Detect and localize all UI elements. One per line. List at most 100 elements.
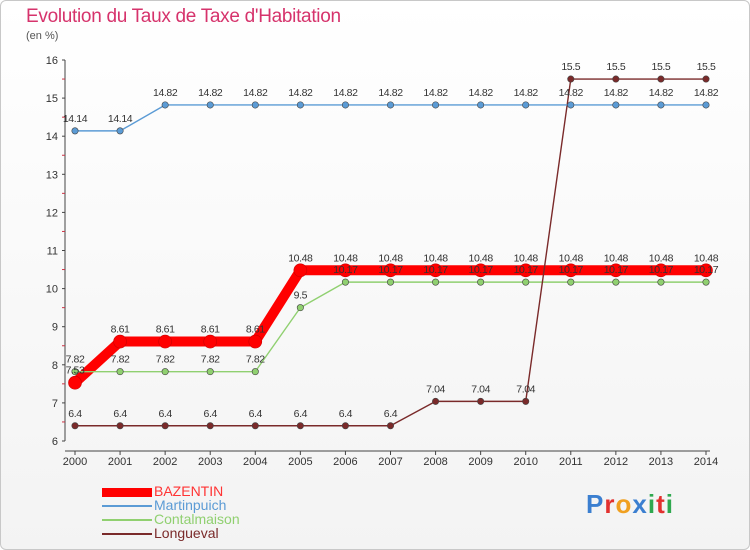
data-point xyxy=(522,101,530,109)
data-point xyxy=(612,75,620,83)
data-label: 8.61 xyxy=(111,324,130,336)
data-label: 6.4 xyxy=(68,408,82,420)
data-point xyxy=(432,101,440,109)
data-point xyxy=(567,75,575,83)
x-tick-label: 2004 xyxy=(243,456,267,468)
data-point xyxy=(702,101,710,109)
logo-letter: i xyxy=(647,489,657,519)
data-point xyxy=(338,263,353,278)
data-point xyxy=(341,278,349,286)
y-tick-label: 9 xyxy=(52,322,58,334)
x-tick-label: 2010 xyxy=(513,456,537,468)
data-label: 10.48 xyxy=(604,252,629,264)
data-point xyxy=(702,278,710,286)
data-point xyxy=(116,422,124,430)
data-point xyxy=(477,101,485,109)
data-label: 10.17 xyxy=(333,264,358,276)
data-point xyxy=(699,263,713,278)
y-tick-label: 10 xyxy=(46,284,58,296)
data-label: 8.61 xyxy=(156,324,175,336)
y-tick-label: 11 xyxy=(47,246,58,258)
y-tick-label: 7 xyxy=(52,398,58,410)
data-label: 10.17 xyxy=(378,264,403,276)
data-label: 10.17 xyxy=(469,264,494,276)
series-line-martinpuich xyxy=(74,104,707,132)
y-tick-label: 6 xyxy=(52,436,58,448)
data-point xyxy=(248,334,263,349)
data-label: 14.14 xyxy=(63,113,88,125)
x-tick-label: 2002 xyxy=(153,456,177,468)
data-label: 6.4 xyxy=(249,408,263,420)
data-label: 14.82 xyxy=(514,87,539,99)
data-point xyxy=(251,368,259,376)
legend-swatch xyxy=(102,519,152,521)
data-point xyxy=(71,127,79,135)
data-point xyxy=(206,422,214,430)
data-point xyxy=(386,422,394,430)
logo-letter: o xyxy=(615,489,633,519)
data-point xyxy=(657,101,665,109)
data-label: 8.61 xyxy=(201,324,220,336)
legend-label: BAZENTIN xyxy=(154,483,224,499)
data-point xyxy=(386,101,394,109)
data-label: 14.82 xyxy=(694,87,719,99)
y-tick-label: 15 xyxy=(46,93,58,105)
data-point xyxy=(702,75,710,83)
data-label: 10.48 xyxy=(469,252,494,264)
data-label: 10.17 xyxy=(423,264,448,276)
proxiti-logo: Proxiti xyxy=(586,489,674,520)
data-point xyxy=(116,127,124,135)
x-tick-label: 2003 xyxy=(198,456,222,468)
data-point xyxy=(251,422,259,430)
data-point xyxy=(341,101,349,109)
x-tick-label: 2014 xyxy=(694,456,718,468)
y-tick-label: 13 xyxy=(46,169,58,181)
data-label: 10.48 xyxy=(559,252,584,264)
data-label: 15.5 xyxy=(606,61,625,73)
x-tick-label: 2012 xyxy=(604,456,628,468)
data-point xyxy=(563,263,578,278)
data-point xyxy=(203,334,218,349)
data-point xyxy=(654,263,668,278)
data-point xyxy=(657,75,665,83)
data-point xyxy=(341,422,349,430)
data-label: 10.17 xyxy=(649,264,674,276)
data-point xyxy=(609,263,623,278)
x-tick-label: 2006 xyxy=(333,456,357,468)
logo-letter: t xyxy=(656,489,666,519)
x-tick-label: 2007 xyxy=(378,456,402,468)
chart-title: Evolution du Taux de Taxe d'Habitation xyxy=(26,6,341,27)
data-point xyxy=(428,263,443,278)
x-tick-label: 2001 xyxy=(108,456,132,468)
legend-label: Contalmaison xyxy=(154,511,240,527)
data-label: 7.53 xyxy=(66,365,85,377)
data-label: 15.5 xyxy=(697,61,716,73)
data-point xyxy=(161,422,169,430)
data-point xyxy=(158,334,172,349)
data-label: 14.14 xyxy=(108,113,133,125)
data-label: 6.4 xyxy=(113,408,127,420)
data-point xyxy=(206,368,214,376)
legend-label: Longueval xyxy=(154,525,219,541)
data-point xyxy=(161,368,169,376)
x-tick-label: 2013 xyxy=(649,456,673,468)
data-point xyxy=(71,368,79,376)
data-label: 7.82 xyxy=(246,354,265,366)
data-label: 8.61 xyxy=(246,324,265,336)
y-tick-label: 8 xyxy=(52,360,58,372)
legend-swatch xyxy=(102,533,152,535)
data-point xyxy=(251,101,259,109)
y-tick-label: 16 xyxy=(46,55,58,67)
y-tick-label: 12 xyxy=(46,207,58,219)
data-label: 10.48 xyxy=(378,252,403,264)
data-label: 6.4 xyxy=(384,408,398,420)
data-point xyxy=(296,101,304,109)
data-label: 7.04 xyxy=(471,383,490,395)
data-point xyxy=(473,263,488,278)
data-label: 10.48 xyxy=(694,252,719,264)
legend-label: Martinpuich xyxy=(154,497,227,513)
data-label: 14.82 xyxy=(423,87,448,99)
x-tick-label: 2005 xyxy=(288,456,312,468)
data-point xyxy=(161,101,169,109)
